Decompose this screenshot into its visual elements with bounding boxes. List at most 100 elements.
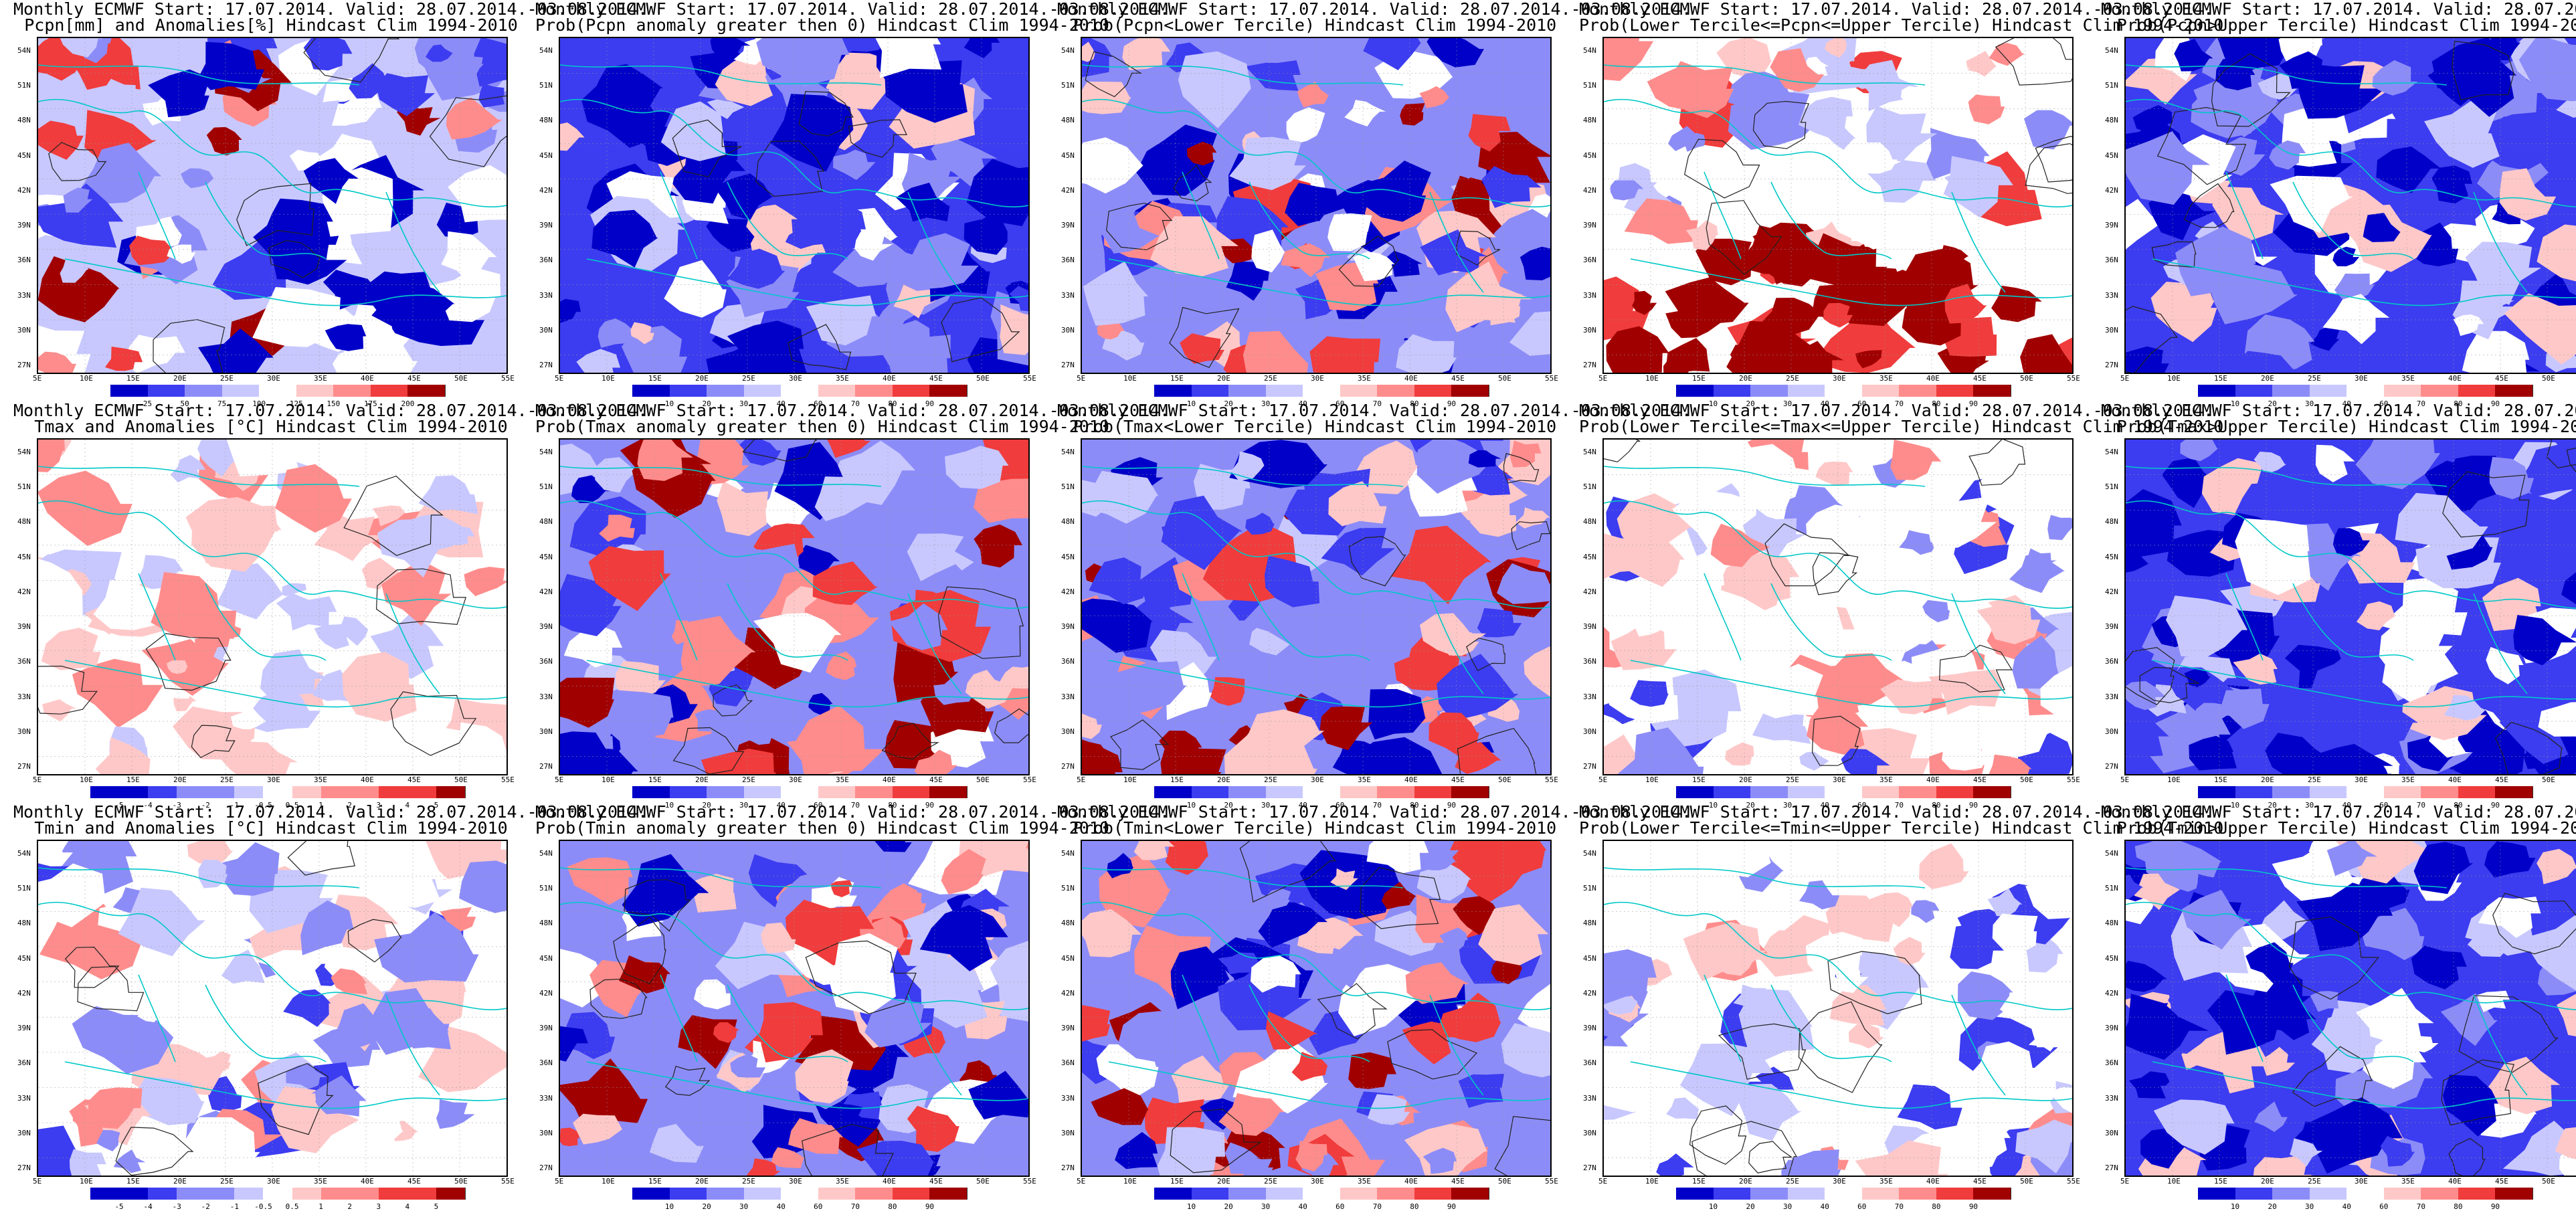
colorbar-segment <box>781 385 819 397</box>
shaded-field <box>1082 440 1550 774</box>
colorbar-tick-label: 70 <box>1895 1202 1904 1211</box>
latitude-label: 51N <box>1583 884 1596 893</box>
colorbar-segment <box>1714 1188 1752 1200</box>
colorbar-tick-label: 10 <box>2231 1202 2239 1211</box>
shaded-field <box>1082 38 1550 373</box>
latitude-label: 51N <box>539 81 553 90</box>
latitude-label: 42N <box>1583 186 1596 195</box>
longitude-label: 10E <box>1123 374 1137 383</box>
colorbar-segment <box>1154 1188 1192 1200</box>
colorbar-segment <box>707 1188 745 1200</box>
longitude-label: 45E <box>407 374 421 383</box>
longitude-label: 50E <box>976 374 990 383</box>
colorbar-segment <box>259 385 297 397</box>
colorbar-tick-label: 80 <box>1410 1202 1418 1211</box>
longitude-label: 10E <box>1645 1177 1659 1186</box>
colorbar-tick-label: 20 <box>702 1202 711 1211</box>
latitude-label: 39N <box>539 1024 553 1032</box>
latitude-label: 39N <box>539 622 553 631</box>
map-area <box>559 37 1030 374</box>
longitude-label: 45E <box>2495 1177 2508 1186</box>
colorbar-tick-label: 80 <box>2454 1202 2462 1211</box>
latitude-label: 42N <box>539 989 553 998</box>
longitude-label: 30E <box>789 775 802 784</box>
colorbar-segment <box>893 1188 931 1200</box>
colorbar-segment <box>1451 1188 1489 1200</box>
latitude-label: 42N <box>539 186 553 195</box>
colorbar-segment <box>1788 385 1826 397</box>
longitude-label: 30E <box>267 1177 280 1186</box>
latitude-label: 33N <box>1583 291 1596 300</box>
colorbar-segment <box>2421 385 2459 397</box>
colorbar-segment <box>1788 1188 1826 1200</box>
longitude-label: 40E <box>1926 374 1940 383</box>
latitude-label: 33N <box>2105 692 2118 701</box>
latitude-label: 48N <box>1061 116 1075 124</box>
latitude-label: 54N <box>2105 849 2118 858</box>
latitude-label: 27N <box>539 1163 553 1172</box>
longitude-label: 20E <box>1739 1177 1752 1186</box>
colorbar-tick-label: 20 <box>1746 1202 1754 1211</box>
longitude-label: 35E <box>1358 374 1371 383</box>
latitude-label: 33N <box>17 692 31 701</box>
longitude-label: 45E <box>1973 374 1987 383</box>
latitude-label: 36N <box>1583 657 1596 666</box>
latitude-label: 54N <box>1583 849 1596 858</box>
map-panel-r1c3: Monthly ECMWF Start: 17.07.2014. Valid: … <box>1057 0 1572 395</box>
latitude-label: 54N <box>1061 448 1075 456</box>
longitude-label: 30E <box>2355 775 2368 784</box>
colorbar-tick-label: 40 <box>1299 1202 1307 1211</box>
longitude-label: 5E <box>33 775 41 784</box>
colorbar-segment <box>855 1188 893 1200</box>
colorbar-segment <box>119 786 149 798</box>
longitude-label: 10E <box>80 1177 93 1186</box>
longitude-label: 45E <box>1451 775 1465 784</box>
longitude-label: 10E <box>2167 775 2181 784</box>
colorbar-segment <box>1750 385 1788 397</box>
longitude-label: 25E <box>1264 1177 1277 1186</box>
latitude-label: 42N <box>17 587 31 596</box>
longitude-label: 20E <box>1217 775 1230 784</box>
longitude-label: 30E <box>267 775 280 784</box>
latitude-label: 42N <box>1583 989 1596 998</box>
longitude-label: 55E <box>1545 775 1558 784</box>
longitude-label: 15E <box>1170 1177 1184 1186</box>
longitude-label: 55E <box>1023 374 1036 383</box>
longitude-label: 45E <box>407 1177 421 1186</box>
longitude-label: 55E <box>501 374 515 383</box>
colorbar-segment <box>1377 1188 1415 1200</box>
latitude-label: 33N <box>1583 1094 1596 1103</box>
colorbar-segment <box>1825 786 1863 798</box>
longitude-label: 30E <box>2355 374 2368 383</box>
longitude-label: 45E <box>407 775 421 784</box>
latitude-label: 48N <box>1061 517 1075 526</box>
colorbar-segment <box>2235 786 2274 798</box>
longitude-label: 45E <box>929 775 943 784</box>
shaded-field <box>2126 841 2576 1176</box>
colorbar-segment <box>781 1188 819 1200</box>
colorbar-segment <box>1676 1188 1714 1200</box>
colorbar-segment <box>1899 786 1937 798</box>
shaded-field <box>1604 841 2072 1176</box>
latitude-label: 45N <box>2105 954 2118 963</box>
colorbar-segment <box>707 385 745 397</box>
colorbar-segment <box>1192 1188 1230 1200</box>
field-patch <box>604 690 674 743</box>
shaded-field <box>38 440 507 774</box>
colorbar-segment <box>929 385 968 397</box>
latitude-label: 51N <box>1583 81 1596 90</box>
colorbar-tick-label: 10 <box>1187 1202 1196 1211</box>
latitude-label: 33N <box>1061 1094 1075 1103</box>
colorbar-segment <box>1750 786 1788 798</box>
longitude-label: 50E <box>2542 1177 2555 1186</box>
longitude-label: 5E <box>1077 374 1085 383</box>
colorbar-segment <box>2384 1188 2422 1200</box>
longitude-label: 25E <box>220 775 234 784</box>
colorbar-tick-label: 70 <box>1373 1202 1382 1211</box>
longitude-label: 20E <box>173 374 187 383</box>
latitude-label: 27N <box>2105 1163 2118 1172</box>
map-panel-r3c5: Monthly ECMWF Start: 17.07.2014. Valid: … <box>2101 803 2576 1198</box>
map-area <box>559 438 1030 775</box>
colorbar-segment <box>1154 786 1192 798</box>
